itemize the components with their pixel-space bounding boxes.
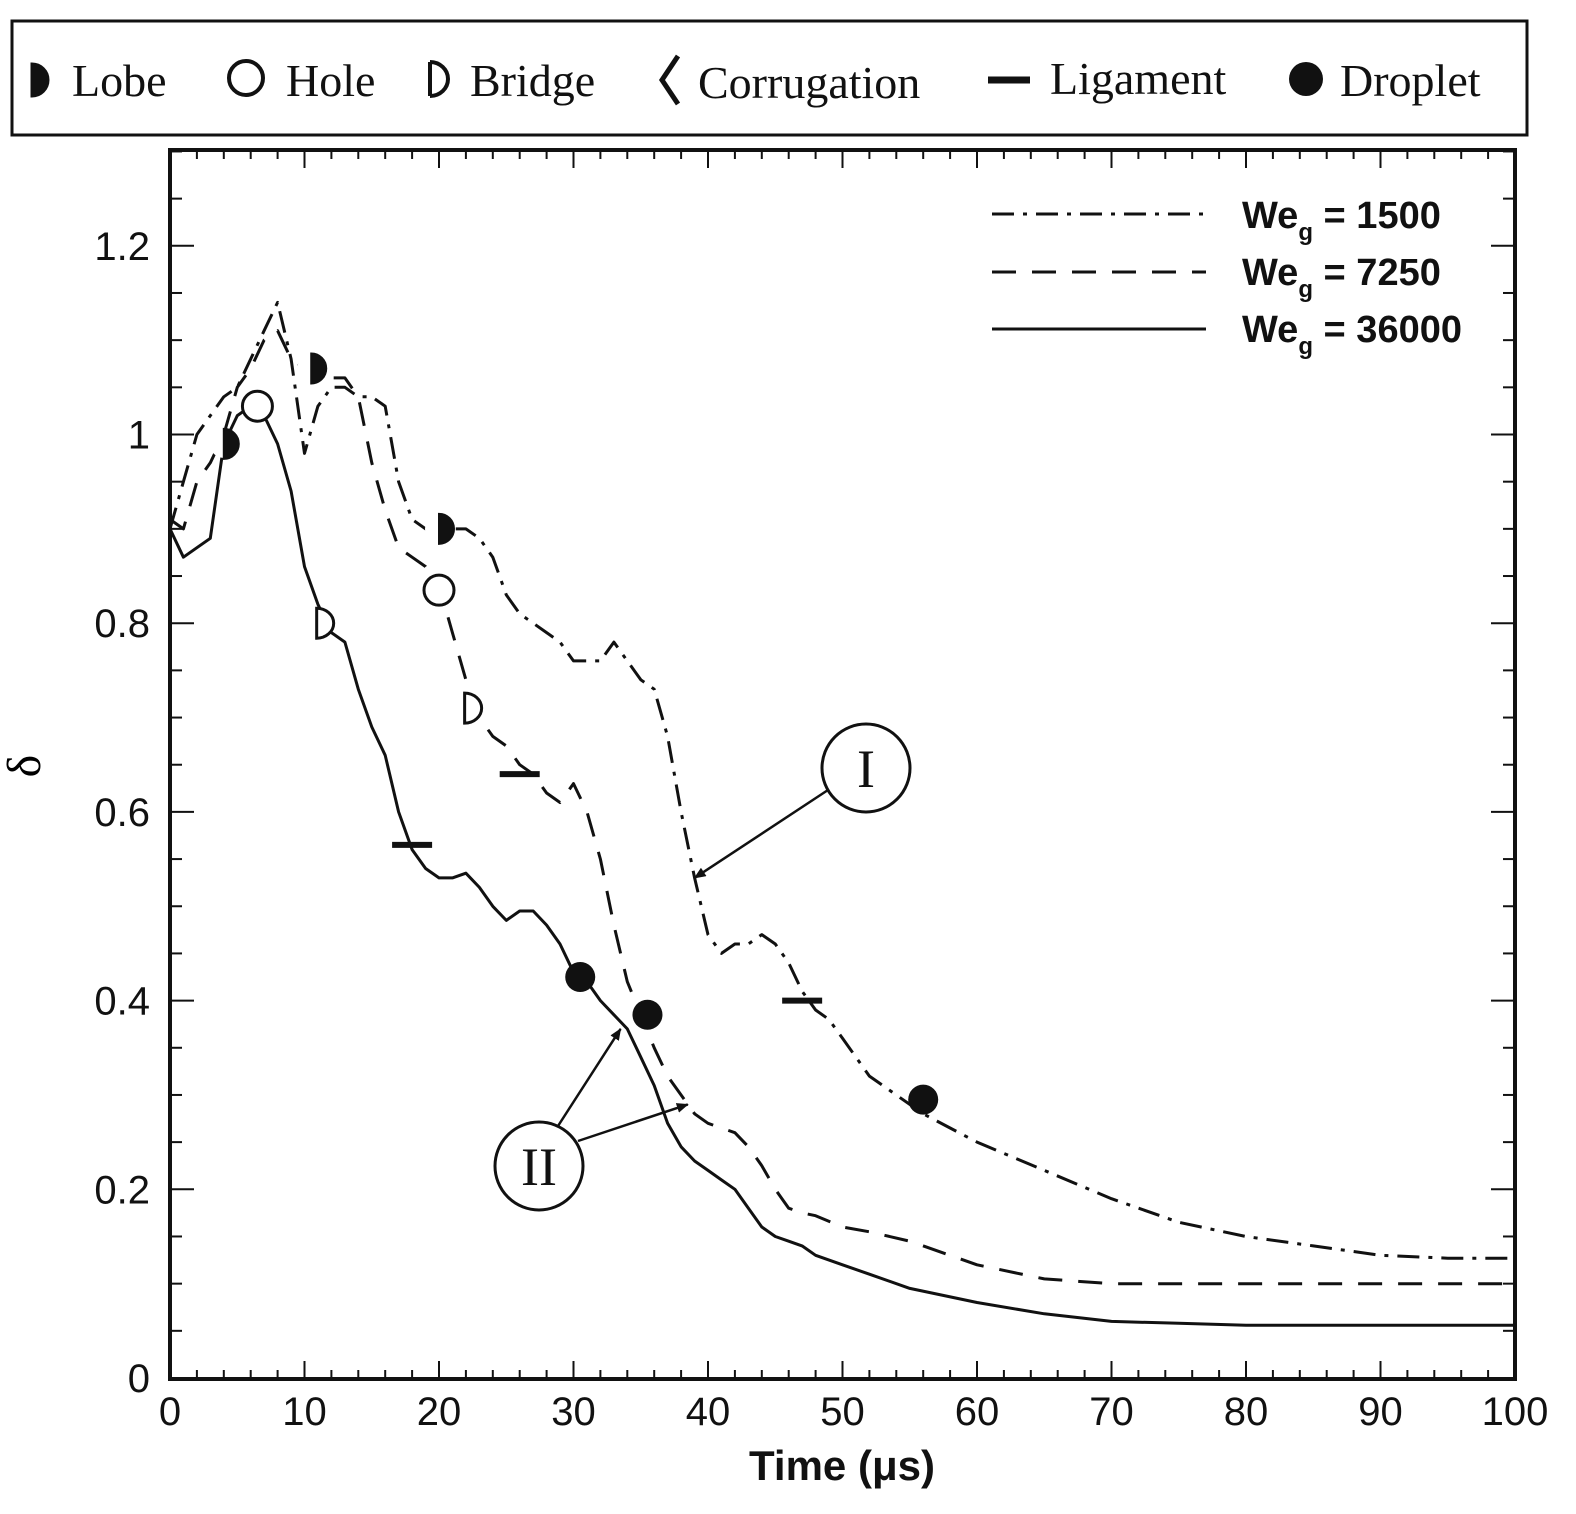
legend-label-corrugation: Corrugation xyxy=(698,57,920,108)
marker-legend: Lobe Hole Bridge Corrugation Ligament Dr… xyxy=(10,19,1529,137)
series-line-36000 xyxy=(168,404,1515,1327)
y-tick-label: 0 xyxy=(128,1357,150,1401)
y-tick-label: 1.2 xyxy=(94,225,150,269)
legend-value-36000: = 36000 xyxy=(1313,309,1462,351)
bridge-legend-icon xyxy=(428,60,450,98)
hole-legend-icon xyxy=(227,59,265,97)
legend-text-1500: Weg = 1500 xyxy=(1242,195,1441,246)
annotation-circle xyxy=(493,1120,585,1212)
series-legend: Weg = 1500 Weg = 7250 Weg = 36000 xyxy=(992,195,1462,360)
legend-value-1500: = 1500 xyxy=(1313,195,1441,237)
annotation-arrow xyxy=(556,1028,622,1127)
legend-we-36000: We xyxy=(1242,309,1298,351)
hole-marker xyxy=(240,389,274,423)
x-tick-label: 100 xyxy=(1482,1390,1549,1434)
legend-label-lobe: Lobe xyxy=(72,55,167,106)
x-tick-label: 60 xyxy=(955,1390,1000,1434)
y-tick-label: 0.6 xyxy=(94,791,150,835)
legend-sub-36000: g xyxy=(1298,333,1313,360)
x-axis-title: Time (μs) xyxy=(749,1442,935,1489)
x-tick-label: 20 xyxy=(417,1390,462,1434)
legend-sub-7250: g xyxy=(1298,276,1313,303)
y-tick-label: 0.2 xyxy=(94,1168,150,1212)
x-tick-label: 50 xyxy=(820,1390,865,1434)
droplet-marker xyxy=(565,962,596,993)
series-line-7250 xyxy=(169,329,1515,1286)
legend-text-36000: Weg = 36000 xyxy=(1242,309,1462,360)
annotation-label: I xyxy=(857,739,875,799)
y-tick-label: 0.4 xyxy=(94,980,150,1024)
y-tick-label: 0.8 xyxy=(94,602,150,646)
droplet-marker xyxy=(908,1084,939,1115)
legend-value-7250: = 7250 xyxy=(1313,252,1441,294)
annotation-circle xyxy=(820,722,912,814)
legend-label-ligament: Ligament xyxy=(1050,53,1226,104)
x-tick-label: 80 xyxy=(1224,1390,1269,1434)
axis-ticks xyxy=(169,150,1516,1379)
x-tick-labels: 0 10 20 30 40 50 60 70 80 90 100 xyxy=(159,1390,1549,1434)
plot-area: 0 10 20 30 40 50 60 70 80 90 100 0 0.2 0.4 0.6 0.8 1 1.2… xyxy=(94,148,1549,1434)
corrugation-legend-icon xyxy=(658,54,681,106)
y-tick-labels: 0 0.2 0.4 0.6 0.8 1 1.2 xyxy=(94,225,150,1401)
annotation-arrow xyxy=(577,1103,689,1143)
legend-text-7250: Weg = 7250 xyxy=(1242,252,1441,303)
x-tick-label: 30 xyxy=(551,1390,596,1434)
legend-sub-1500: g xyxy=(1298,219,1313,246)
x-tick-label: 70 xyxy=(1089,1390,1134,1434)
legend-label-bridge: Bridge xyxy=(470,55,595,106)
y-tick-label: 1 xyxy=(128,414,150,458)
droplet-marker xyxy=(632,999,663,1030)
x-tick-label: 40 xyxy=(686,1390,731,1434)
legend-label-droplet: Droplet xyxy=(1340,55,1481,106)
legend-label-hole: Hole xyxy=(286,55,375,106)
x-tick-label: 10 xyxy=(282,1390,327,1434)
y-axis-title: δ xyxy=(0,755,51,778)
x-tick-label: 0 xyxy=(159,1390,181,1434)
lobe-marker xyxy=(438,512,455,545)
hole-marker xyxy=(422,573,456,607)
annotation-arrow xyxy=(693,788,829,879)
lobe-legend-icon xyxy=(30,62,50,98)
legend-we-1500: We xyxy=(1242,195,1298,237)
droplet-legend-icon xyxy=(1289,62,1323,96)
legend-we-7250: We xyxy=(1242,252,1298,294)
x-tick-label: 90 xyxy=(1358,1390,1403,1434)
lobe-marker xyxy=(222,427,240,460)
annotations: III xyxy=(493,722,912,1212)
event-markers xyxy=(209,352,939,1115)
bridge-marker xyxy=(463,691,484,725)
lobe-marker xyxy=(310,352,328,385)
bridge-marker xyxy=(315,606,336,640)
annotation-label: II xyxy=(521,1137,557,1197)
